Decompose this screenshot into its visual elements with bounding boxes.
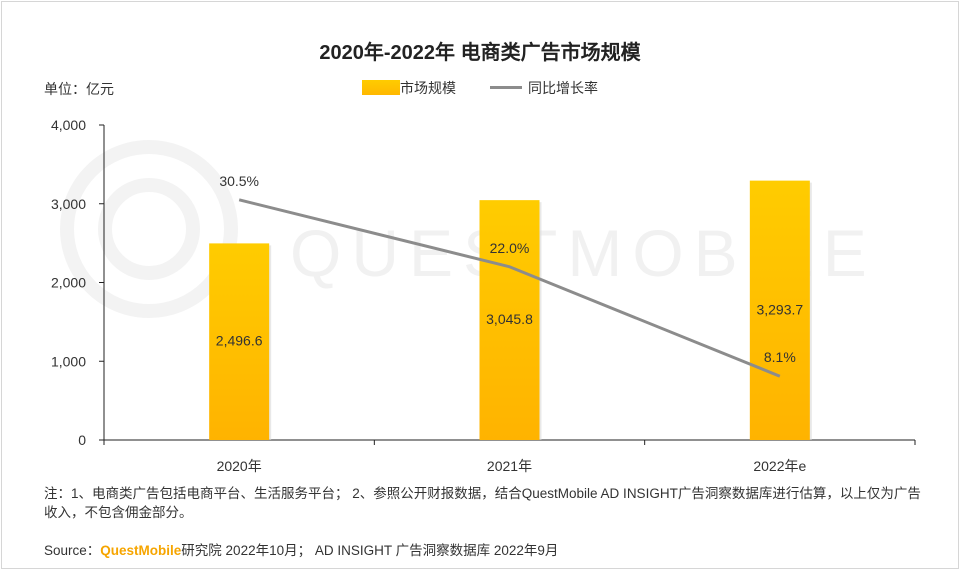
growth-rate-line [238, 198, 781, 378]
y-tick-label: 2,000 [51, 275, 86, 291]
y-tick-label: 3,000 [51, 196, 86, 212]
legend-line-label: 同比增长率 [528, 80, 598, 96]
bar-value-label: 3,045.8 [486, 311, 533, 327]
growth-rate-label: 22.0% [490, 240, 530, 256]
x-tick-label: 2022年e [753, 458, 806, 474]
bar [749, 180, 810, 440]
growth-rate-label: 30.5% [219, 173, 259, 189]
legend-bar-label: 市场规模 [400, 80, 456, 96]
source-line: Source：QuestMobile研究院 2022年10月； AD INSIG… [44, 539, 558, 559]
legend-item-bar: 市场规模 [362, 78, 456, 98]
y-tick-label: 4,000 [51, 117, 86, 133]
source-brand: QuestMobile [100, 543, 182, 558]
bar-value-label: 2,496.6 [216, 333, 263, 349]
legend-line-swatch [490, 86, 522, 89]
legend-item-line: 同比增长率 [490, 78, 598, 98]
unit-label: 单位：亿元 [44, 81, 114, 97]
x-tick-label: 2021年 [487, 458, 532, 474]
source-rest: 研究院 2022年10月； AD INSIGHT 广告洞察数据库 2022年9月 [181, 543, 559, 558]
bar [209, 243, 270, 440]
legend-bar-swatch [362, 80, 400, 95]
source-prefix: Source： [44, 543, 101, 558]
y-tick-label: 0 [78, 432, 86, 448]
bar [479, 200, 540, 440]
footnote: 注：1、电商类广告包括电商平台、生活服务平台； 2、参照公开财报数据，结合Que… [44, 486, 921, 520]
chart-title: 2020年-2022年 电商类广告市场规模 [319, 42, 641, 64]
bar-value-label: 3,293.7 [756, 301, 803, 317]
x-tick-label: 2020年 [217, 458, 262, 474]
y-tick-label: 1,000 [51, 353, 86, 369]
growth-rate-label: 8.1% [764, 349, 796, 365]
